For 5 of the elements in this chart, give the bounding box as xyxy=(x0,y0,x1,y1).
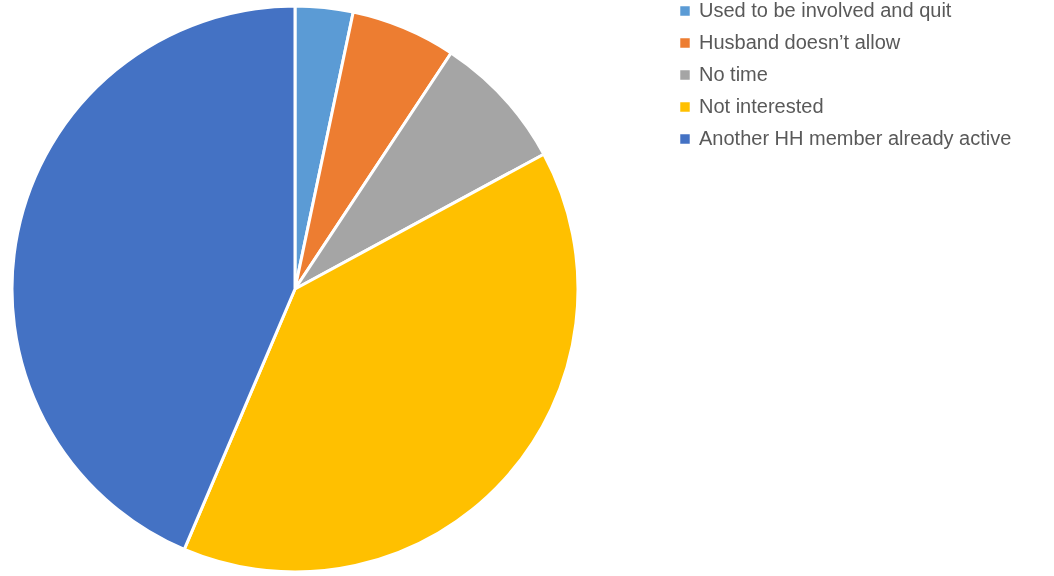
legend-label: No time xyxy=(699,63,768,85)
legend-label: Husband doesn’t allow xyxy=(699,31,901,53)
legend-label: Used to be involved and quit xyxy=(699,0,952,21)
legend-label: Not interested xyxy=(699,95,824,117)
legend-label: Another HH member already active xyxy=(699,127,1012,149)
